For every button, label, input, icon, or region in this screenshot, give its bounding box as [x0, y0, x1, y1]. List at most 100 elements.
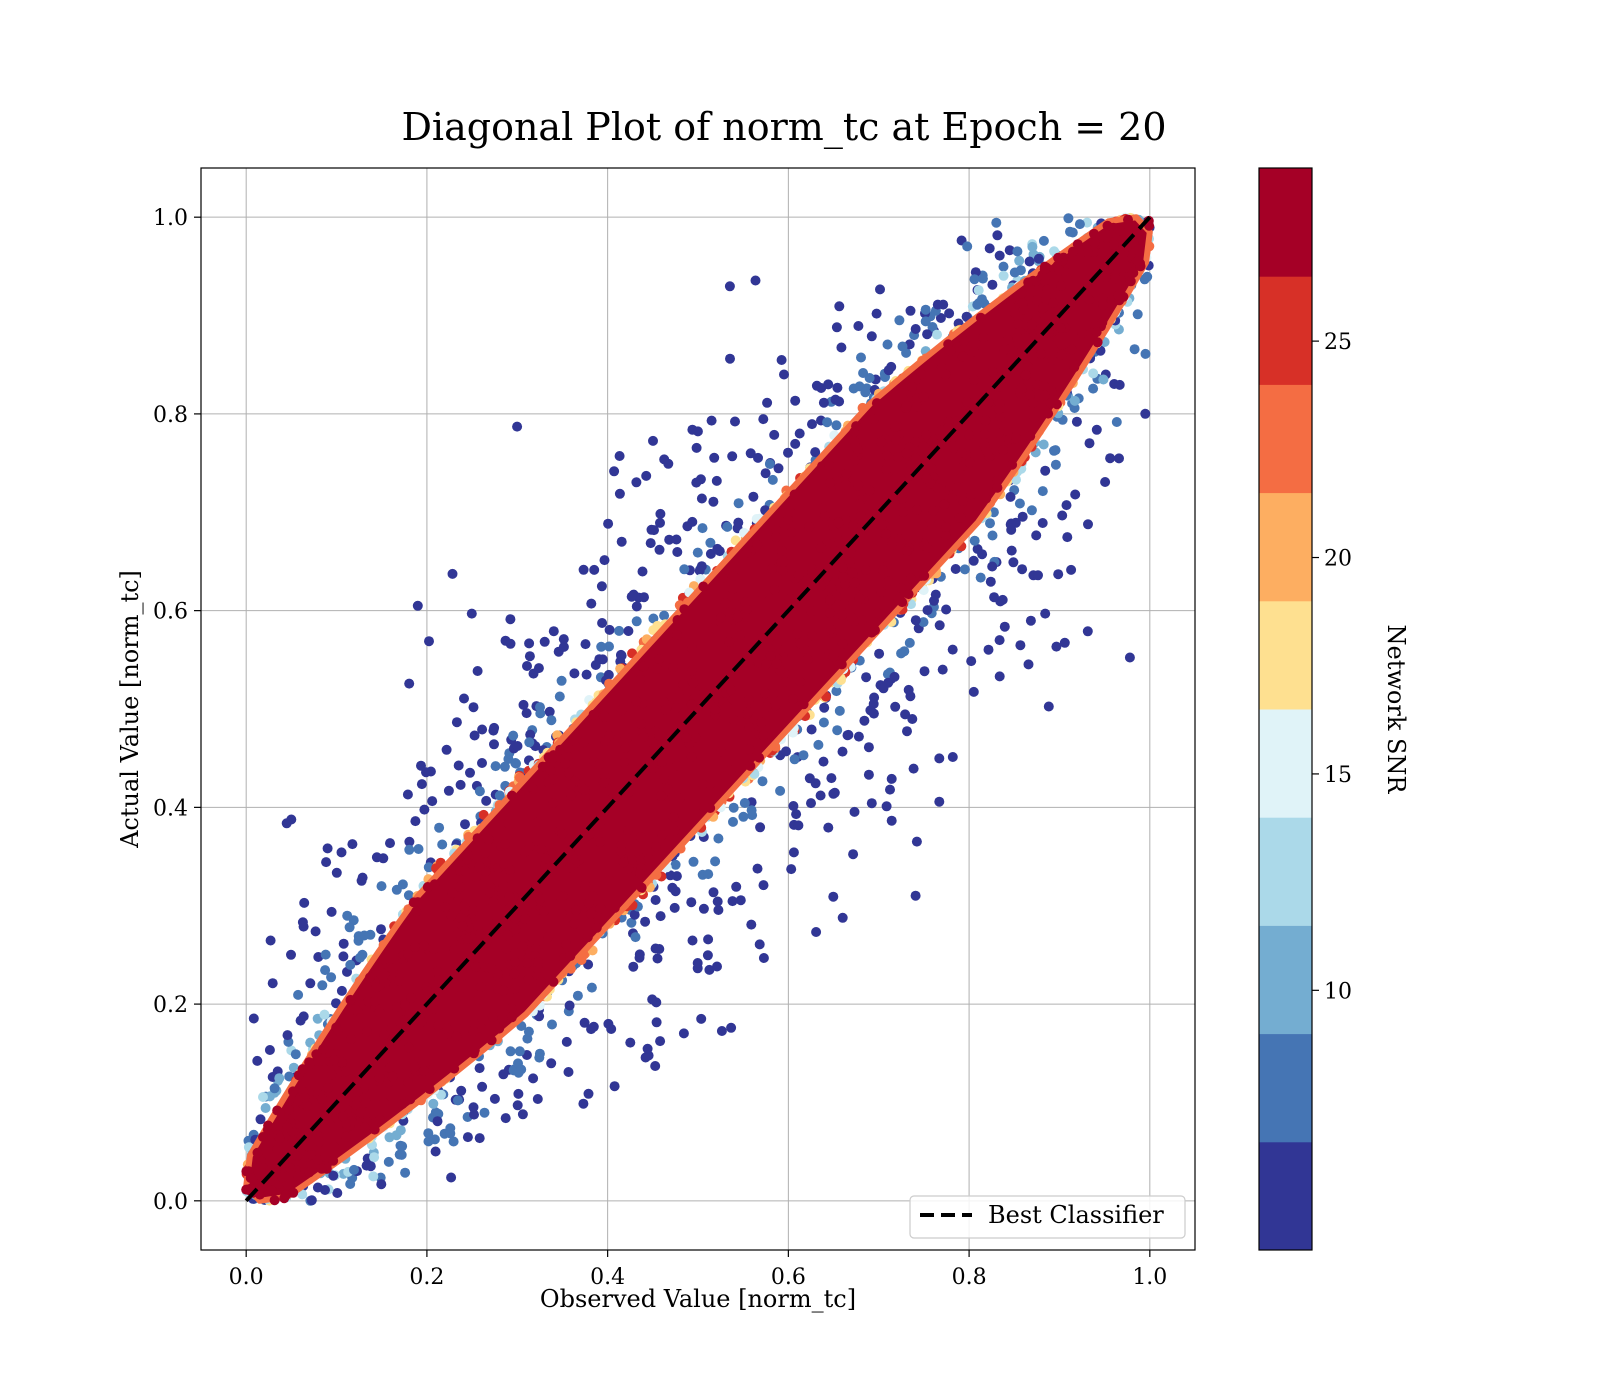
scatter-point	[756, 717, 767, 728]
scatter-point	[1042, 284, 1053, 295]
scatter-point	[580, 880, 591, 891]
scatter-point	[416, 1016, 427, 1027]
scatter-point	[832, 725, 843, 736]
scatter-point	[528, 908, 539, 919]
scatter-point	[1051, 641, 1062, 652]
scatter-point	[525, 729, 536, 740]
scatter-point	[337, 1101, 348, 1112]
scatter-point	[1053, 252, 1064, 263]
scatter-point	[359, 1122, 370, 1133]
best-classifier-line	[244, 215, 1152, 1203]
scatter-point	[349, 1164, 359, 1175]
scatter-point	[507, 790, 517, 801]
scatter-point	[356, 1107, 366, 1118]
scatter-point	[977, 549, 988, 560]
scatter-point	[691, 442, 702, 453]
scatter-point	[703, 869, 714, 880]
scatter-point	[698, 801, 709, 812]
scatter-point	[304, 1167, 315, 1178]
scatter-point	[724, 281, 735, 292]
scatter-point	[716, 1026, 727, 1036]
scatter-point	[310, 926, 321, 937]
scatter-point	[472, 666, 483, 676]
scatter-point	[510, 983, 521, 994]
scatter-point	[508, 730, 519, 741]
scatter-point	[849, 455, 860, 466]
scatter-point	[891, 435, 902, 446]
scatter-point	[962, 241, 973, 252]
scatter-point	[929, 595, 939, 606]
scatter-point	[729, 599, 740, 610]
scatter-point	[1029, 412, 1040, 423]
scatter-point	[659, 454, 670, 465]
scatter-point	[831, 686, 842, 697]
scatter-point	[1038, 439, 1049, 450]
scatter-point	[692, 547, 703, 558]
scatter-point	[834, 396, 845, 407]
scatter-point	[483, 834, 494, 845]
scatter-point	[638, 661, 649, 672]
scatter-point	[777, 546, 787, 556]
scatter-point	[744, 744, 755, 755]
scatter-point	[297, 917, 308, 928]
scatter-point	[810, 447, 821, 458]
scatter-point	[983, 644, 994, 655]
scatter-point	[623, 626, 634, 636]
scatter-point	[754, 752, 765, 763]
scatter-point	[682, 686, 693, 697]
scatter-point	[728, 802, 739, 813]
scatter-point	[911, 836, 922, 847]
scatter-point	[966, 489, 977, 500]
scatter-point	[338, 951, 349, 962]
scatter-point	[510, 924, 521, 935]
scatter-point	[371, 852, 382, 863]
scatter-point	[851, 421, 862, 432]
scatter-point	[326, 1069, 337, 1080]
scatter-point	[599, 711, 610, 722]
scatter-point	[760, 688, 771, 699]
scatter-point	[702, 950, 713, 961]
scatter-point	[1054, 265, 1065, 276]
scatter-point	[265, 935, 276, 946]
scatter-point	[616, 650, 627, 661]
scatter-point	[907, 381, 918, 392]
scatter-point	[798, 750, 809, 761]
scatter-point	[727, 583, 738, 594]
scatter-point	[1056, 339, 1067, 350]
scatter-point	[770, 700, 781, 711]
scatter-point	[1006, 545, 1017, 556]
scatter-point	[978, 332, 989, 343]
scatter-point	[489, 739, 499, 750]
scatter-point	[848, 521, 859, 532]
scatter-point	[634, 952, 645, 963]
scatter-point	[807, 419, 817, 430]
scatter-point	[1084, 438, 1095, 449]
scatter-point	[548, 976, 559, 987]
scatter-point	[379, 1029, 390, 1040]
x-axis-ticks: 0.0 0.2 0.4 0.6 0.8 1.0	[229, 1250, 1167, 1290]
scatter-point	[857, 615, 868, 626]
scatter-point	[856, 352, 866, 363]
scatter-point	[510, 913, 521, 924]
scatter-point	[606, 1024, 617, 1034]
scatter-point	[910, 615, 921, 626]
scatter-point	[623, 825, 634, 836]
scatter-point	[746, 805, 757, 816]
scatter-point	[1083, 519, 1093, 530]
scatter-point	[395, 1125, 406, 1136]
scatter-point	[902, 545, 912, 556]
scatter-point	[1014, 255, 1025, 266]
scatter-point	[322, 1083, 333, 1093]
scatter-point	[329, 1141, 339, 1152]
scatter-point	[338, 1111, 349, 1122]
scatter-point	[922, 605, 933, 616]
scatter-point	[320, 949, 331, 960]
scatter-point	[999, 344, 1010, 355]
scatter-point	[834, 537, 845, 548]
scatter-point	[558, 641, 569, 652]
scatter-point	[705, 537, 716, 548]
scatter-point	[832, 382, 843, 393]
scatter-point	[1114, 379, 1125, 390]
scatter-point	[788, 847, 799, 858]
